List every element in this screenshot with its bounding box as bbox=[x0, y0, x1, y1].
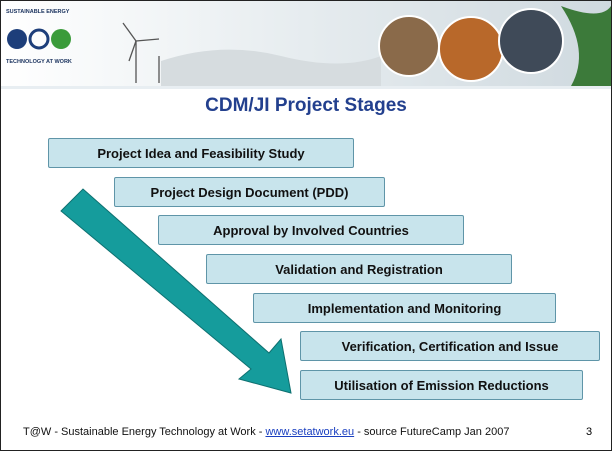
page-number: 3 bbox=[586, 426, 592, 438]
footer-link[interactable]: www.setatwork.eu bbox=[265, 426, 354, 438]
slide: SUSTAINABLE ENERGY TECHNOLOGY AT WORK CD… bbox=[0, 0, 612, 451]
stage-box: Project Idea and Feasibility Study bbox=[48, 138, 354, 168]
footer-prefix: T@W - Sustainable Energy Technology at W… bbox=[23, 426, 265, 438]
footer: T@W - Sustainable Energy Technology at W… bbox=[23, 426, 509, 438]
stage-box: Verification, Certification and Issue bbox=[300, 331, 600, 361]
stage-box: Approval by Involved Countries bbox=[158, 215, 464, 245]
stage-box: Implementation and Monitoring bbox=[253, 293, 556, 323]
stage-box: Validation and Registration bbox=[206, 254, 512, 284]
footer-suffix: - source FutureCamp Jan 2007 bbox=[354, 426, 509, 438]
stage-box: Project Design Document (PDD) bbox=[114, 177, 385, 207]
stage-box: Utilisation of Emission Reductions bbox=[300, 370, 583, 400]
